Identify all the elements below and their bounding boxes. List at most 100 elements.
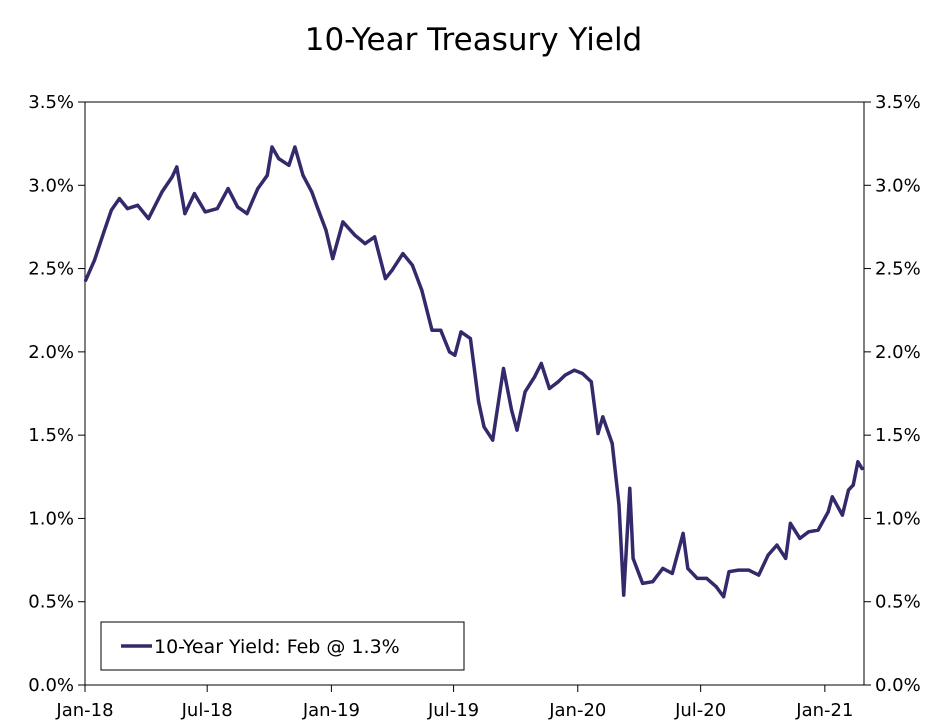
data-point — [788, 521, 793, 526]
legend-label: 10-Year Yield: Feb @ 1.3% — [154, 636, 400, 658]
data-point — [146, 217, 151, 221]
x-tick-label: Jul-20 — [674, 700, 726, 721]
data-point — [256, 187, 260, 191]
data-point — [826, 510, 830, 514]
data-point — [331, 257, 335, 261]
y-tick-label-right: 0.5% — [875, 592, 921, 613]
x-axis: Jan-18 Jul-18 Jan-19 Jul-19 Jan-20 Jul-20 Jan-… — [55, 685, 853, 721]
data-point — [807, 530, 811, 534]
data-point — [501, 366, 506, 371]
data-point — [775, 543, 779, 547]
data-point — [301, 173, 305, 177]
data-point — [686, 566, 690, 571]
legend: 10-Year Yield: Feb @ 1.3% — [100, 621, 465, 671]
y-tick-label-left: 3.5% — [28, 92, 74, 113]
y-tick-label-right: 0.0% — [875, 675, 921, 696]
data-point — [491, 438, 495, 442]
data-point — [215, 207, 219, 211]
data-point — [277, 157, 281, 161]
data-point — [287, 163, 291, 167]
y-tick-label-right: 3.5% — [875, 92, 921, 113]
data-point — [390, 268, 394, 272]
data-point — [798, 536, 802, 541]
data-point — [310, 190, 314, 194]
y-tick-label-right: 2.5% — [875, 259, 921, 280]
data-point — [401, 252, 405, 256]
data-point — [203, 210, 207, 214]
data-point — [430, 328, 434, 332]
y-tick-label-right: 1.0% — [875, 508, 921, 529]
data-point — [515, 428, 519, 432]
data-point — [695, 576, 699, 581]
y-axis: 0.0% 0.0% 0.5% 0.5% 1.0% 1.0% 1.5% 1.5% 2.0% 2.0%… — [28, 92, 920, 696]
data-point — [851, 483, 855, 487]
series-line-10-year-yield — [83, 145, 864, 599]
data-point — [117, 197, 121, 201]
data-point — [766, 553, 770, 557]
data-point — [92, 258, 97, 262]
data-point — [661, 566, 665, 571]
data-point — [439, 328, 443, 332]
data-point — [651, 580, 655, 584]
data-point — [160, 190, 164, 194]
data-point — [236, 205, 240, 209]
data-point — [736, 568, 741, 572]
x-tick-label: Jul-18 — [181, 700, 233, 721]
data-point — [596, 431, 600, 436]
data-point — [353, 233, 357, 237]
data-point — [840, 513, 845, 517]
y-tick-label-left: 0.0% — [28, 675, 74, 696]
data-point — [610, 441, 614, 446]
data-point — [641, 581, 645, 586]
data-point — [722, 595, 726, 599]
data-point — [420, 288, 424, 292]
data-point — [601, 415, 605, 419]
data-point — [447, 350, 452, 354]
y-tick-label-left: 2.0% — [28, 342, 74, 363]
data-point — [705, 576, 709, 581]
data-point — [757, 573, 761, 577]
y-tick-label-left: 3.0% — [28, 175, 74, 196]
data-point — [270, 145, 274, 149]
data-point — [226, 187, 230, 191]
data-point — [192, 192, 196, 196]
data-point — [459, 330, 463, 334]
y-tick-label-left: 1.5% — [28, 425, 74, 446]
plot-frame — [84, 101, 865, 686]
data-point — [136, 203, 140, 207]
data-point — [175, 165, 179, 169]
data-point — [670, 571, 674, 576]
data-point — [183, 212, 187, 216]
data-point — [830, 495, 834, 499]
data-point — [846, 488, 851, 492]
data-point — [533, 375, 537, 379]
data-point — [363, 242, 367, 246]
data-point — [109, 208, 113, 212]
data-point — [784, 556, 788, 561]
data-point — [580, 371, 585, 376]
data-point — [245, 212, 249, 216]
data-point — [265, 173, 269, 177]
data-point — [510, 408, 514, 412]
data-point — [523, 390, 527, 394]
chart-title: 10-Year Treasury Yield — [304, 22, 643, 58]
y-tick-label-left: 1.0% — [28, 508, 74, 529]
data-point — [383, 277, 387, 281]
data-point — [747, 568, 751, 572]
data-point — [324, 228, 328, 232]
data-point — [341, 220, 345, 224]
data-point — [102, 230, 106, 234]
data-point — [477, 400, 481, 404]
data-point — [315, 205, 319, 209]
x-tick-label: Jan-20 — [548, 700, 606, 721]
series-points — [84, 145, 864, 599]
data-point — [84, 278, 88, 282]
y-tick-label-left: 2.5% — [28, 259, 74, 280]
data-point — [589, 380, 593, 384]
data-point — [856, 460, 860, 464]
data-point — [681, 531, 685, 536]
data-point — [572, 368, 577, 372]
data-point — [631, 556, 635, 561]
data-point — [727, 570, 731, 574]
